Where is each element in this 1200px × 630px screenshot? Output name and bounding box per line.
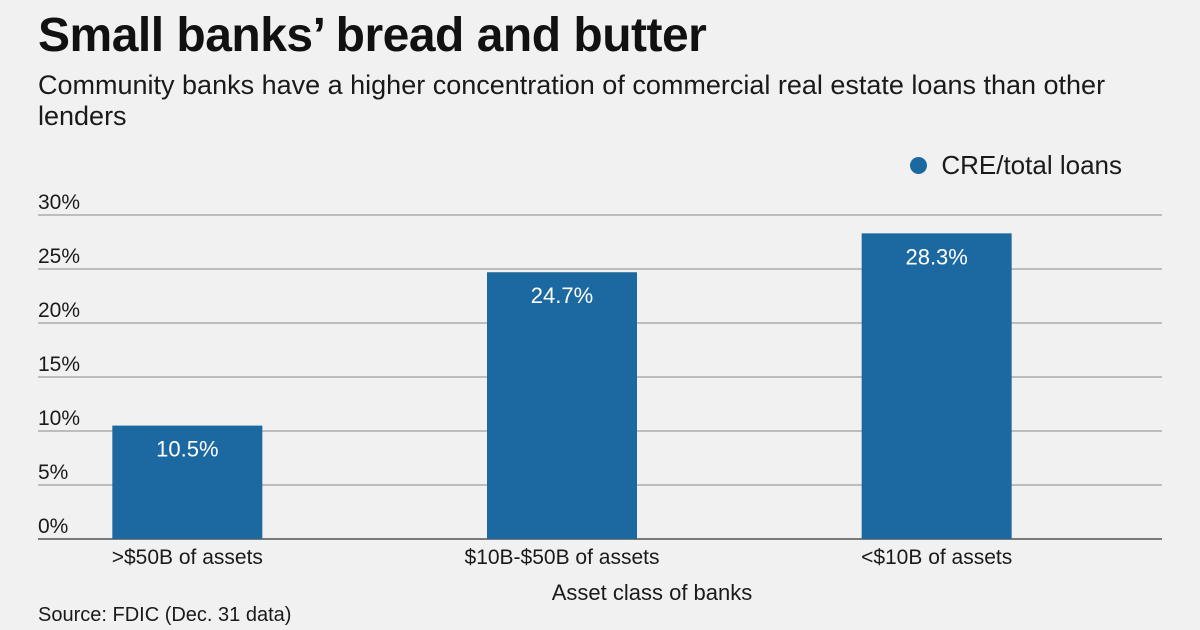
y-tick-label: 5% bbox=[38, 461, 68, 484]
y-axis-ticks: 0% 5% 10% 15% 20% 25% 30% bbox=[38, 191, 80, 538]
y-tick-label: 20% bbox=[38, 299, 80, 322]
bar bbox=[487, 272, 637, 539]
chart-title: Small banks’ bread and butter bbox=[38, 9, 707, 62]
y-tick-label: 30% bbox=[38, 191, 80, 214]
legend-label: CRE/total loans bbox=[941, 150, 1122, 180]
x-axis-label: Asset class of banks bbox=[552, 580, 753, 605]
bars: 10.5% 24.7% 28.3% bbox=[112, 233, 1012, 540]
x-axis-ticks: >$50B of assets $10B-$50B of assets <$10B … bbox=[112, 546, 1013, 569]
y-tick-label: 25% bbox=[38, 245, 80, 268]
x-tick-label: $10B-$50B of assets bbox=[465, 546, 660, 569]
y-tick-label: 15% bbox=[38, 353, 80, 376]
y-tick-label: 0% bbox=[38, 515, 68, 538]
bar bbox=[861, 233, 1012, 540]
chart-subtitle: Community banks have a higher concentrat… bbox=[38, 70, 1106, 131]
data-label: 28.3% bbox=[905, 244, 967, 269]
legend-marker-icon bbox=[910, 157, 928, 174]
legend: CRE/total loans bbox=[910, 150, 1122, 181]
x-tick-label: <$10B of assets bbox=[861, 546, 1012, 569]
data-label: 24.7% bbox=[531, 283, 593, 308]
data-label: 10.5% bbox=[156, 437, 218, 462]
y-tick-label: 10% bbox=[38, 407, 80, 430]
bar bbox=[112, 425, 263, 539]
source-note: Source: FDIC (Dec. 31 data) bbox=[38, 604, 292, 626]
x-tick-label: >$50B of assets bbox=[112, 546, 263, 569]
